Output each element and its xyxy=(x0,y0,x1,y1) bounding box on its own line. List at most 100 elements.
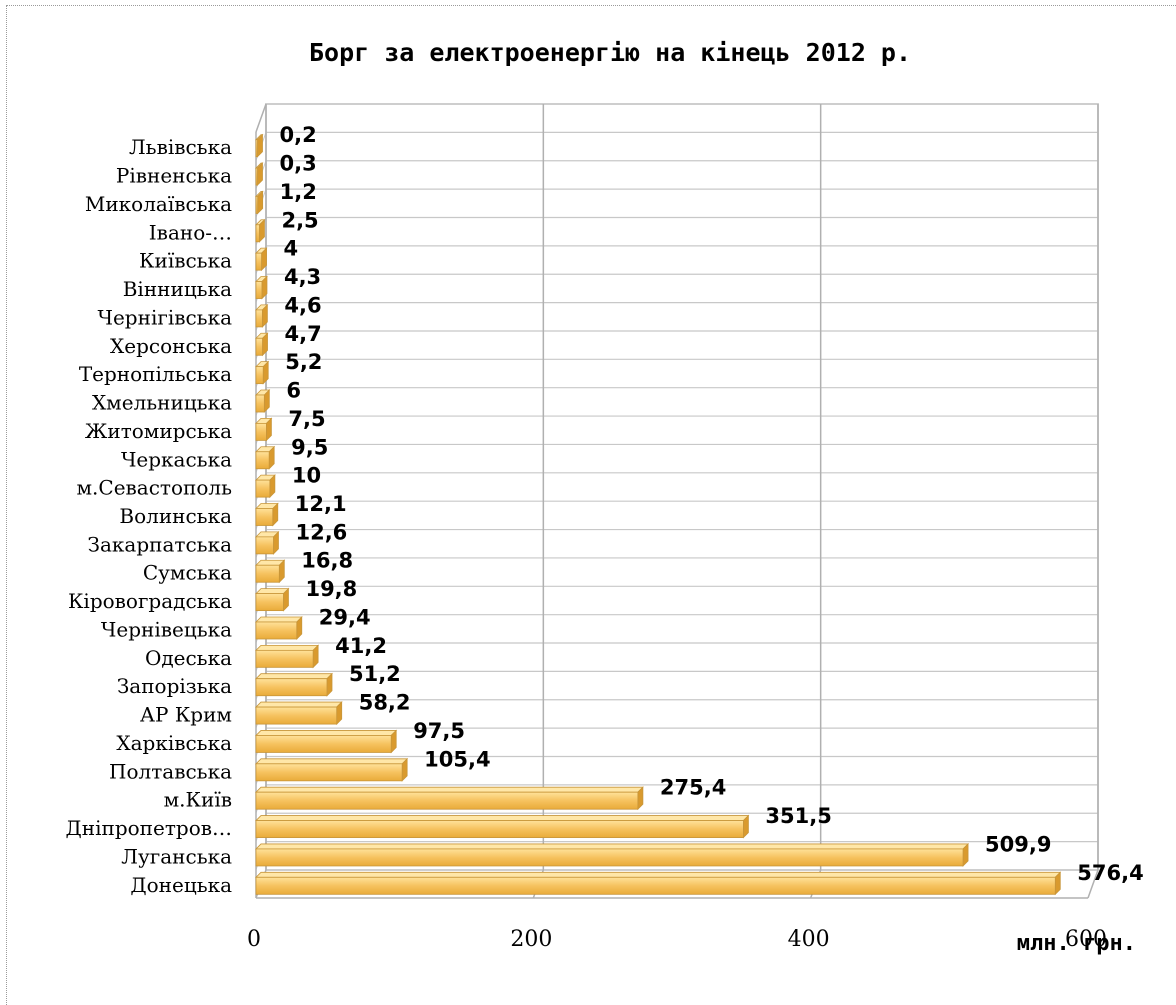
bar-value-label: 16,8 xyxy=(301,549,353,573)
bar-value-label: 351,5 xyxy=(765,804,831,828)
bar-value-label: 51,2 xyxy=(349,662,401,686)
bar-front-face xyxy=(255,536,274,555)
bar xyxy=(255,502,279,527)
bar-front-face xyxy=(255,337,263,356)
category-label: Донецька xyxy=(130,873,232,897)
bar-value-label: 0,3 xyxy=(280,152,317,176)
category-label: Сумська xyxy=(143,561,232,585)
bar xyxy=(255,559,286,584)
bar-front-face xyxy=(255,479,271,498)
bar xyxy=(255,587,290,612)
category-label: м.Севастополь xyxy=(76,476,232,500)
category-label: Черкаська xyxy=(121,447,232,471)
bar-front-face xyxy=(255,876,1056,895)
x-tick-label: 600 xyxy=(1065,927,1107,952)
category-label: Херсонська xyxy=(110,334,232,358)
bar-top-face xyxy=(255,701,343,708)
category-label: Дніпропетров… xyxy=(66,816,233,840)
category-label: Полтавська xyxy=(109,759,232,783)
bar xyxy=(255,701,343,726)
bar-front-face xyxy=(255,224,260,243)
bar-top-face xyxy=(255,644,320,651)
left-wall-top-edge xyxy=(255,103,267,133)
bar-front-face xyxy=(255,252,262,271)
bar-front-face xyxy=(255,167,258,186)
category-label: Одеська xyxy=(145,646,232,670)
bar-front-face xyxy=(255,735,392,753)
category-label: Львівська xyxy=(129,135,232,159)
bar-value-label: 105,4 xyxy=(424,747,490,771)
bar-front-face xyxy=(255,451,270,470)
category-label: Кіровоградська xyxy=(68,589,232,613)
bar-value-label: 29,4 xyxy=(319,605,371,629)
bar xyxy=(255,275,268,300)
bar xyxy=(255,644,320,669)
bar xyxy=(255,672,333,697)
bar-front-face xyxy=(255,422,267,441)
bar xyxy=(255,133,264,158)
bar-value-label: 6 xyxy=(286,379,301,403)
bar-front-face xyxy=(255,281,263,299)
bar xyxy=(255,332,269,357)
bar xyxy=(255,190,264,215)
bar xyxy=(255,417,273,442)
bar-value-label: 275,4 xyxy=(660,776,726,800)
x-tick-label: 200 xyxy=(510,927,552,952)
bar-value-label: 0,2 xyxy=(280,123,317,147)
bar xyxy=(255,445,276,470)
category-label: Запорізька xyxy=(117,674,232,698)
bar-front-face xyxy=(255,621,298,640)
bar-value-label: 19,8 xyxy=(305,577,357,601)
bar xyxy=(255,360,270,385)
bar-front-face xyxy=(255,564,280,583)
bar-value-label: 7,5 xyxy=(288,407,325,431)
bar-value-label: 12,6 xyxy=(295,520,347,544)
chart-frame xyxy=(6,5,1176,1005)
category-label: Чернігівська xyxy=(98,305,233,329)
bar xyxy=(255,871,1062,896)
bar-value-label: 41,2 xyxy=(335,634,387,658)
bar xyxy=(255,814,750,839)
bar-value-label: 97,5 xyxy=(413,719,465,743)
bar-value-label: 576,4 xyxy=(1077,861,1143,885)
bar xyxy=(255,474,276,499)
bar-value-label: 1,2 xyxy=(280,180,317,204)
category-label: Луганська xyxy=(121,844,232,868)
bar-value-label: 4,7 xyxy=(285,322,322,346)
x-tick-label: 0 xyxy=(247,927,261,952)
bar xyxy=(255,247,268,272)
bar-top-face xyxy=(255,673,333,680)
bar-top-face xyxy=(255,871,1062,878)
bar-value-label: 4,6 xyxy=(284,293,321,317)
category-label: Вінницька xyxy=(123,277,232,301)
plot-back-wall xyxy=(265,103,1099,871)
bar xyxy=(255,162,264,187)
floor-gridline xyxy=(1087,869,1099,899)
bar xyxy=(255,218,266,243)
bar-top-face xyxy=(255,758,409,765)
bar-front-face xyxy=(255,593,284,612)
bar-front-face xyxy=(255,763,403,782)
bar xyxy=(255,303,269,328)
bar-front-face xyxy=(255,649,314,668)
category-label: Харківська xyxy=(116,731,232,755)
bar-front-face xyxy=(255,394,265,413)
category-label: Закарпатська xyxy=(88,532,233,556)
bar-top-face xyxy=(255,786,644,793)
category-label: м.Київ xyxy=(164,788,232,812)
category-label: Хмельницька xyxy=(92,391,232,415)
bar-top-face xyxy=(255,843,970,850)
bar-value-label: 2,5 xyxy=(281,208,318,232)
bar-front-face xyxy=(255,791,639,810)
category-label: Чернівецька xyxy=(101,617,232,641)
bar-value-label: 58,2 xyxy=(359,691,411,715)
category-label: Київська xyxy=(139,249,232,273)
category-label: Рівненська xyxy=(116,164,232,188)
bar-front-face xyxy=(255,366,264,385)
bar xyxy=(255,389,271,413)
bar-top-face xyxy=(255,588,290,594)
bar-front-face xyxy=(255,508,274,526)
bar-front-face xyxy=(255,820,744,838)
bar-front-face xyxy=(255,309,263,328)
